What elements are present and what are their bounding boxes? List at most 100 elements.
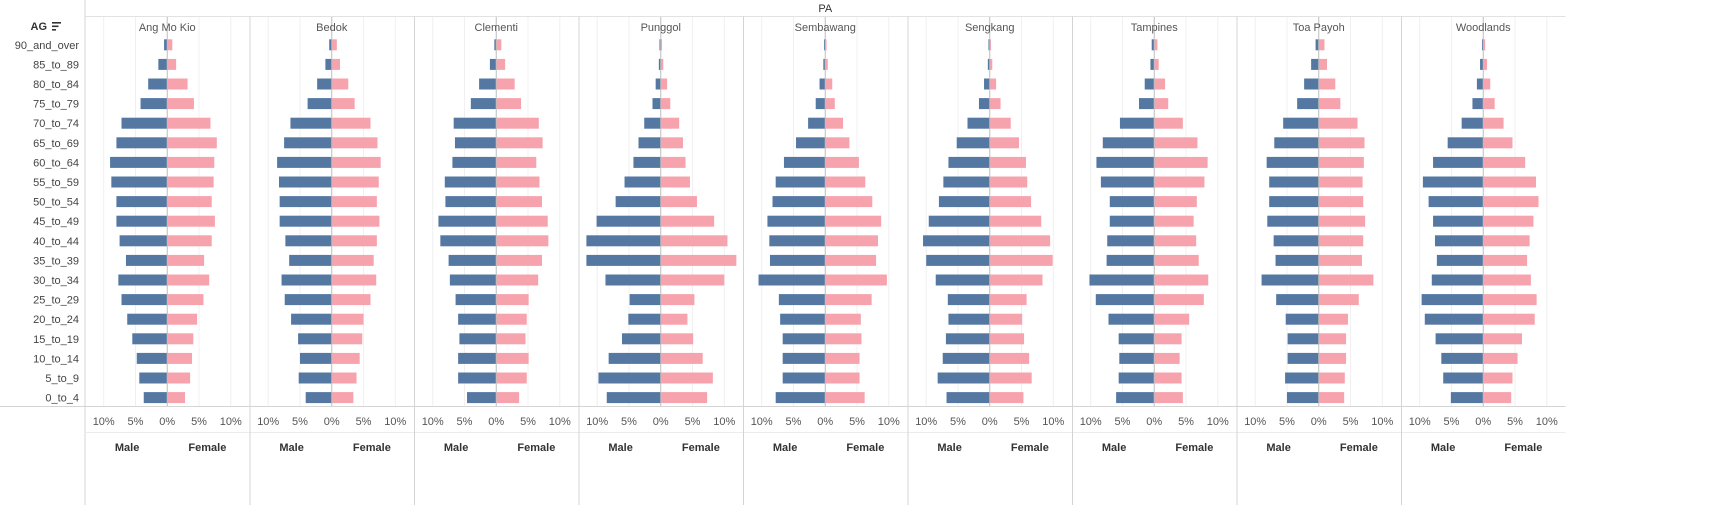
bar-female bbox=[1318, 39, 1325, 51]
bar-male bbox=[652, 98, 661, 110]
bar-female bbox=[825, 392, 865, 404]
bar-male bbox=[305, 392, 332, 404]
bar-female bbox=[989, 392, 1024, 404]
female-side-label: Female bbox=[1011, 442, 1049, 454]
bar-female bbox=[1483, 392, 1512, 404]
axis-tick-label: 10% bbox=[1409, 416, 1431, 428]
bar-male bbox=[281, 274, 332, 286]
bar-female bbox=[989, 235, 1051, 247]
bar-female bbox=[660, 274, 725, 286]
panel-header-label: Clementi bbox=[475, 22, 518, 34]
bar-female bbox=[1154, 372, 1182, 384]
male-side-label: Male bbox=[1266, 442, 1290, 454]
bar-male bbox=[967, 117, 990, 129]
bar-male bbox=[956, 137, 990, 149]
panel-header-label: Tampines bbox=[1131, 22, 1179, 34]
bar-female bbox=[660, 294, 695, 306]
bar-female bbox=[496, 215, 548, 227]
bar-female bbox=[331, 98, 355, 110]
bar-female bbox=[989, 137, 1019, 149]
bar-male bbox=[596, 215, 661, 227]
frame-layer bbox=[0, 0, 1566, 505]
bar-male bbox=[923, 235, 990, 247]
axis-tick-label: 0% bbox=[1146, 416, 1162, 428]
bar-female bbox=[1483, 117, 1504, 129]
age-group-label: 35_to_39 bbox=[33, 255, 79, 267]
bar-male bbox=[127, 313, 168, 325]
female-side-label: Female bbox=[1175, 442, 1213, 454]
axis-tick-label: 10% bbox=[1244, 416, 1266, 428]
bar-female bbox=[331, 58, 341, 70]
bar-female bbox=[331, 392, 354, 404]
bar-male bbox=[948, 313, 990, 325]
male-side-label: Male bbox=[279, 442, 303, 454]
bar-female bbox=[989, 98, 1001, 110]
bar-male bbox=[1447, 137, 1484, 149]
female-side-label: Female bbox=[353, 442, 391, 454]
bar-male bbox=[1118, 333, 1155, 345]
bar-male bbox=[494, 39, 497, 51]
bar-female bbox=[1154, 274, 1209, 286]
bar-female bbox=[1318, 196, 1364, 208]
bar-female bbox=[1483, 294, 1537, 306]
bar-female bbox=[825, 215, 882, 227]
bar-male bbox=[938, 196, 990, 208]
bar-female bbox=[825, 196, 873, 208]
bar-female bbox=[1483, 274, 1531, 286]
axis-tick-label: 5% bbox=[1279, 416, 1295, 428]
bar-female bbox=[825, 294, 872, 306]
age-group-label: 20_to_24 bbox=[33, 314, 79, 326]
axis-tick-label: 10% bbox=[1371, 416, 1393, 428]
female-side-label: Female bbox=[1504, 442, 1542, 454]
bar-female bbox=[660, 196, 697, 208]
bar-male bbox=[1443, 372, 1484, 384]
bar-female bbox=[167, 78, 188, 90]
bar-female bbox=[989, 313, 1023, 325]
bar-male bbox=[1428, 196, 1484, 208]
age-group-label: 40_to_44 bbox=[33, 236, 79, 248]
bar-female bbox=[496, 392, 520, 404]
bar-female bbox=[496, 39, 502, 51]
bar-male bbox=[1450, 392, 1484, 404]
bar-female bbox=[167, 58, 177, 70]
axis-tick-label: 10% bbox=[422, 416, 444, 428]
bar-female bbox=[660, 372, 713, 384]
bar-female bbox=[167, 176, 214, 188]
bar-female bbox=[1154, 39, 1158, 51]
bar-female bbox=[989, 196, 1032, 208]
axis-tick-label: 10% bbox=[915, 416, 937, 428]
bar-female bbox=[496, 235, 549, 247]
bar-male bbox=[621, 333, 661, 345]
bar-female bbox=[660, 137, 683, 149]
bar-female bbox=[496, 294, 529, 306]
bar-male bbox=[758, 274, 826, 286]
bar-female bbox=[989, 117, 1011, 129]
bar-female bbox=[167, 274, 210, 286]
bar-female bbox=[167, 372, 191, 384]
bar-female bbox=[1483, 313, 1535, 325]
bar-female bbox=[1318, 78, 1336, 90]
bar-male bbox=[1274, 137, 1319, 149]
bar-female bbox=[825, 274, 887, 286]
bar-male bbox=[1433, 156, 1484, 168]
bar-male bbox=[119, 235, 168, 247]
bar-female bbox=[989, 333, 1025, 345]
bar-male bbox=[299, 352, 332, 364]
bar-male bbox=[1139, 98, 1155, 110]
bar-male bbox=[449, 274, 497, 286]
female-side-label: Female bbox=[846, 442, 884, 454]
bar-male bbox=[780, 313, 826, 325]
bar-female bbox=[331, 137, 378, 149]
bar-male bbox=[815, 98, 826, 110]
bar-female bbox=[167, 352, 193, 364]
bar-male bbox=[164, 39, 168, 51]
axis-tick-label: 5% bbox=[1507, 416, 1523, 428]
bar-male bbox=[615, 196, 661, 208]
bar-female bbox=[167, 98, 194, 110]
bar-female bbox=[331, 294, 371, 306]
bar-male bbox=[1095, 294, 1155, 306]
bar-female bbox=[1154, 352, 1180, 364]
bar-female bbox=[1318, 58, 1328, 70]
axis-tick-label: 0% bbox=[488, 416, 504, 428]
bar-male bbox=[1102, 137, 1155, 149]
